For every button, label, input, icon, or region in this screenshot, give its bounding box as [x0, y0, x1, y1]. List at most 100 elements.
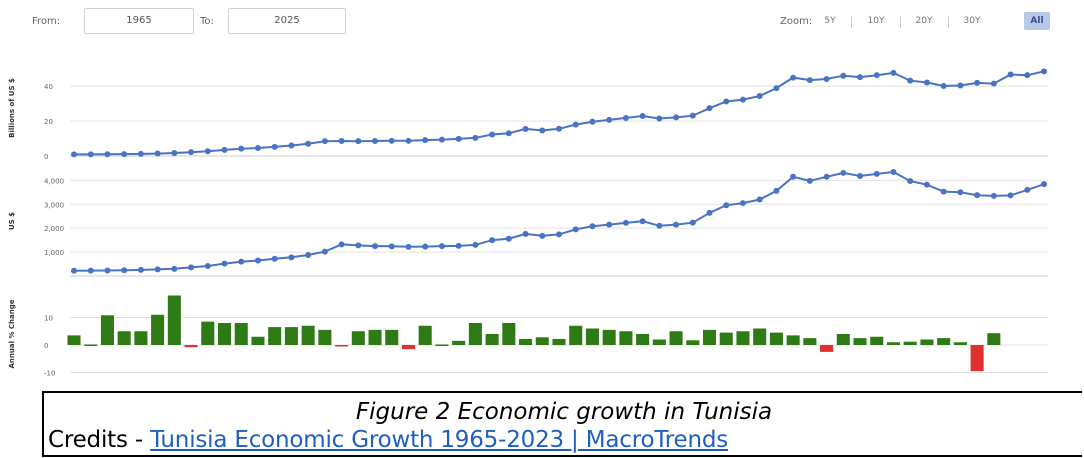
- data-point: [974, 79, 981, 86]
- data-point: [254, 257, 261, 264]
- data-point: [656, 115, 663, 122]
- data-point: [422, 137, 429, 144]
- data-point: [940, 83, 947, 90]
- range-selector-bar: From: 1965 To: 2025 Zoom: 5Y 10Y 20Y 30Y…: [0, 0, 1084, 40]
- to-label: To:: [200, 16, 214, 27]
- data-point: [689, 112, 696, 119]
- growth-bar: [84, 344, 98, 346]
- data-point: [104, 267, 111, 274]
- data-point: [622, 114, 629, 121]
- data-point: [489, 131, 496, 138]
- growth-bar: [702, 329, 717, 345]
- growth-bar: [786, 335, 800, 345]
- data-point: [438, 243, 445, 250]
- growth-bar: [234, 323, 248, 345]
- data-point: [622, 219, 629, 226]
- data-point: [372, 137, 379, 144]
- growth-bar: [335, 345, 349, 347]
- y-tick-label: 20: [44, 118, 53, 126]
- data-point: [790, 173, 797, 180]
- y-tick-label: -10: [44, 370, 55, 378]
- growth-bar: [736, 331, 750, 345]
- data-point: [321, 138, 328, 145]
- data-point: [188, 149, 195, 156]
- economic-charts: 0 20 40 Billions of US $ 1,000 2,000 3,000 4,00…: [8, 68, 1048, 378]
- from-date-input[interactable]: 1965: [84, 8, 194, 34]
- data-point: [957, 82, 964, 89]
- growth-bar: [351, 331, 365, 345]
- data-point: [656, 222, 663, 229]
- to-date-input[interactable]: 2025: [228, 8, 346, 34]
- data-point: [606, 116, 613, 123]
- zoom-5y-button[interactable]: 5Y: [824, 16, 836, 26]
- growth-bar: [452, 340, 466, 345]
- data-point: [254, 144, 261, 151]
- data-point: [71, 151, 77, 158]
- growth-bar: [502, 323, 516, 345]
- data-point: [388, 137, 395, 144]
- growth-bar: [301, 325, 315, 345]
- data-point: [472, 134, 479, 141]
- data-point: [572, 121, 579, 128]
- growth-bar: [418, 325, 432, 345]
- data-point: [137, 266, 144, 273]
- growth-bar: [100, 315, 114, 345]
- growth-bar: [569, 325, 583, 345]
- growth-bar: [719, 332, 733, 345]
- growth-bar: [268, 327, 282, 345]
- data-point: [739, 96, 746, 103]
- zoom-separator: [900, 16, 901, 28]
- credits-link[interactable]: Tunisia Economic Growth 1965-2023 | Macr…: [150, 427, 729, 453]
- data-point: [957, 189, 964, 196]
- data-point: [388, 243, 395, 250]
- y-axis-title: Annual % Change: [8, 299, 16, 368]
- data-point: [756, 196, 763, 203]
- zoom-separator: [948, 16, 949, 28]
- data-point: [890, 69, 897, 76]
- data-point: [472, 241, 479, 248]
- data-point: [305, 140, 312, 147]
- growth-bar: [953, 342, 967, 345]
- growth-bar: [669, 331, 683, 345]
- data-point: [706, 209, 713, 216]
- data-point: [539, 127, 546, 134]
- data-point: [907, 77, 914, 84]
- growth-bar: [836, 334, 850, 345]
- data-point: [974, 192, 981, 199]
- growth-bar: [619, 331, 633, 345]
- data-point: [238, 145, 245, 152]
- data-point: [355, 138, 362, 145]
- data-point: [773, 187, 780, 194]
- growth-bar: [485, 334, 499, 345]
- growth-bar: [853, 338, 867, 345]
- data-point: [104, 151, 111, 158]
- data-point: [1007, 192, 1014, 199]
- data-point: [154, 266, 161, 273]
- data-point: [321, 248, 328, 255]
- caption-credits: Credits - Tunisia Economic Growth 1965-2…: [48, 427, 728, 453]
- data-point: [840, 169, 847, 176]
- zoom-10y-button[interactable]: 10Y: [867, 16, 885, 26]
- zoom-30y-button[interactable]: 30Y: [963, 16, 981, 26]
- data-point: [840, 72, 847, 79]
- data-point: [372, 243, 379, 250]
- zoom-20y-button[interactable]: 20Y: [915, 16, 933, 26]
- data-point: [1041, 181, 1047, 188]
- data-point: [873, 72, 880, 79]
- data-point: [673, 114, 680, 121]
- growth-bar: [151, 314, 165, 345]
- growth-bar: [920, 339, 934, 345]
- zoom-all-button[interactable]: All: [1024, 12, 1050, 30]
- y-tick-label: 2,000: [44, 225, 64, 233]
- from-label: From:: [32, 16, 61, 27]
- growth-bar: [134, 331, 148, 345]
- data-point: [154, 150, 161, 157]
- data-point: [606, 221, 613, 228]
- credits-prefix: Credits -: [48, 427, 151, 453]
- data-point: [238, 258, 245, 265]
- data-point: [556, 125, 562, 132]
- data-point: [288, 254, 295, 261]
- growth-bar: [535, 337, 549, 345]
- data-point: [221, 146, 228, 153]
- growth-bar: [937, 338, 951, 345]
